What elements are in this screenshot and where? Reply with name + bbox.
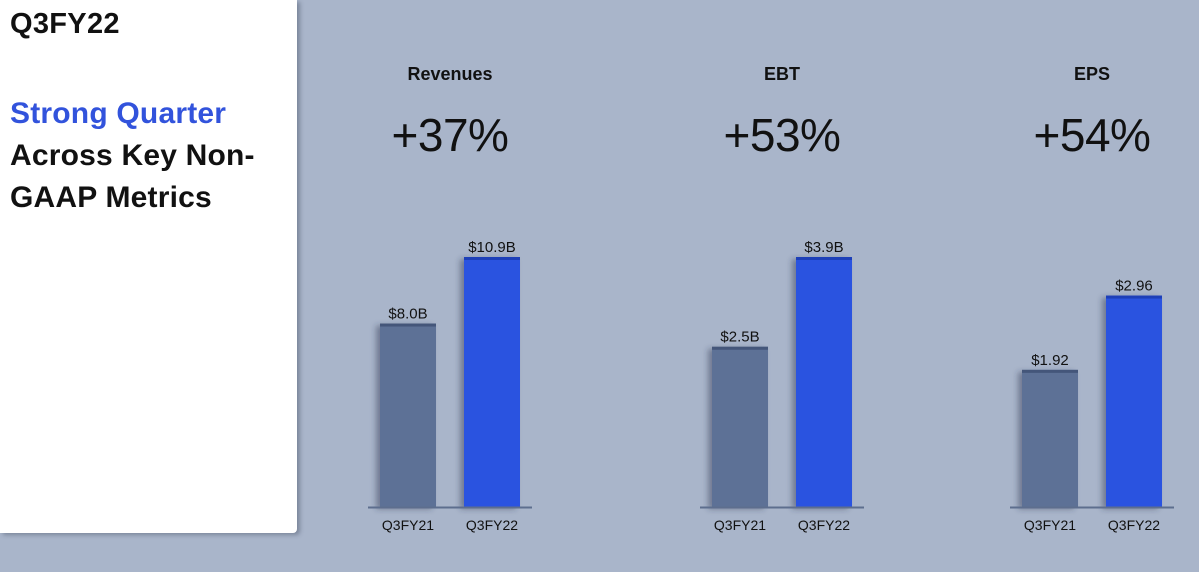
x-tick-label: Q3FY22: [1108, 517, 1160, 533]
eps-chart: EPS +54% $1.92 Q3FY21 $2.96 Q3FY22: [972, 0, 1199, 572]
chart-title: EPS: [1073, 64, 1111, 84]
growth-percentage: +53%: [723, 109, 841, 161]
page-title: Q3FY22: [10, 8, 120, 40]
headline-accent: Strong Quarter: [10, 97, 227, 130]
ebt-plot: $2.5B Q3FY21 $3.9B Q3FY22: [700, 239, 864, 533]
x-tick-label: Q3FY21: [1024, 517, 1076, 533]
data-label: $1.92: [1031, 352, 1069, 369]
data-label: $3.9B: [804, 239, 843, 256]
bar-top-edge: [796, 257, 852, 260]
summary-panel: Q3FY22 Strong Quarter Across Key Non-GAA…: [0, 0, 297, 533]
bar-top-edge: [1106, 295, 1162, 299]
data-label: $2.5B: [720, 329, 759, 346]
bar-q3fy21: [712, 346, 768, 507]
bar-q3fy22: [1106, 295, 1162, 507]
revenues-chart: Revenues +37% $8.0B Q3FY21 $10.9B Q3FY22: [330, 0, 570, 572]
revenues-plot: $8.0B Q3FY21 $10.9B Q3FY22: [368, 239, 532, 533]
chart-title: Revenues: [407, 64, 493, 84]
x-tick-label: Q3FY22: [798, 517, 850, 533]
bar-top-edge: [1022, 369, 1078, 373]
x-tick-label: Q3FY22: [466, 517, 518, 533]
growth-percentage: +54%: [1033, 109, 1151, 161]
bar-top-edge: [464, 257, 520, 260]
bar-q3fy22: [796, 257, 852, 507]
headline: Strong Quarter Across Key Non-GAAP Metri…: [10, 93, 290, 219]
data-label: $10.9B: [468, 239, 516, 256]
headline-rest: Across Key Non-GAAP Metrics: [10, 139, 255, 214]
bar-q3fy22: [464, 257, 520, 507]
eps-plot: $1.92 Q3FY21 $2.96 Q3FY22: [1010, 278, 1174, 533]
x-tick-label: Q3FY21: [714, 517, 766, 533]
data-label: $8.0B: [388, 306, 427, 323]
chart-title: EBT: [764, 64, 800, 84]
bar-q3fy21: [1022, 369, 1078, 507]
ebt-chart: EBT +53% $2.5B Q3FY21 $3.9B Q3FY22: [662, 0, 902, 572]
data-label: $2.96: [1115, 278, 1153, 295]
growth-percentage: +37%: [391, 109, 509, 161]
bar-top-edge: [712, 346, 768, 350]
x-tick-label: Q3FY21: [382, 517, 434, 533]
bar-top-edge: [380, 323, 436, 327]
bar-q3fy21: [380, 323, 436, 507]
